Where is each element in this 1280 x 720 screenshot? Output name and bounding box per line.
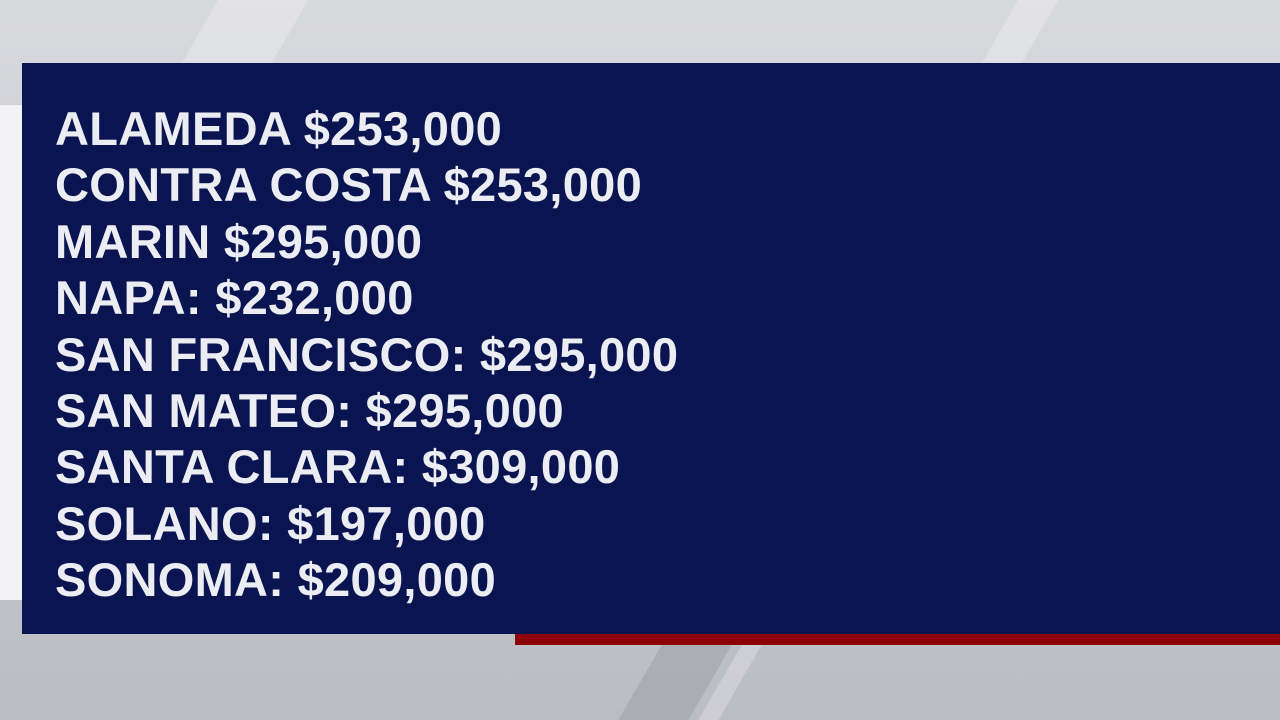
list-item-contra-costa: CONTRA COSTA $253,000 bbox=[55, 158, 643, 212]
background-streak bbox=[181, 0, 309, 63]
list-item-san-francisco: SAN FRANCISCO: $295,000 bbox=[55, 327, 679, 381]
list-item-napa: NAPA: $232,000 bbox=[55, 271, 414, 325]
background-streak bbox=[981, 0, 1059, 63]
list-item-sonoma: SONOMA: $209,000 bbox=[55, 553, 497, 607]
list-item-marin: MARIN $295,000 bbox=[55, 214, 423, 268]
accent-bar bbox=[515, 634, 1280, 645]
list-item-solano: SOLANO: $197,000 bbox=[55, 496, 486, 550]
county-value-list: ALAMEDA $253,000 CONTRA COSTA $253,000 M… bbox=[55, 101, 678, 609]
list-item-alameda: ALAMEDA $253,000 bbox=[55, 102, 503, 155]
list-item-san-mateo: SAN MATEO: $295,000 bbox=[55, 384, 564, 438]
background-panel-edge bbox=[0, 105, 22, 600]
list-item-santa-clara: SANTA CLARA: $309,000 bbox=[55, 440, 621, 494]
info-panel: ALAMEDA $253,000 CONTRA COSTA $253,000 M… bbox=[22, 63, 1280, 634]
